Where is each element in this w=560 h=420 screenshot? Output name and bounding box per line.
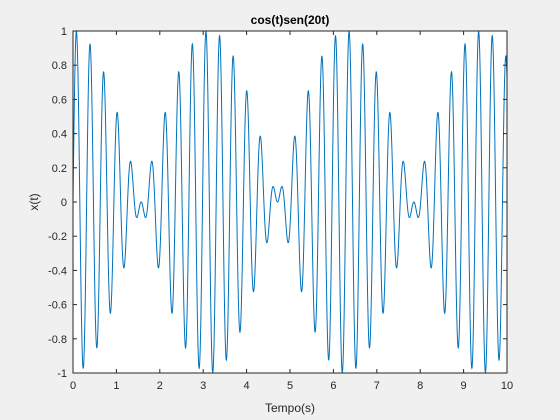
y-tick-label: 0.4 <box>52 129 67 141</box>
x-tick-label: 9 <box>461 380 467 392</box>
x-tick-label: 3 <box>200 380 206 392</box>
chart-title: cos(t)sen(20t) <box>251 13 330 27</box>
x-tick-label: 7 <box>374 380 380 392</box>
y-axis-label: x(t) <box>27 193 41 210</box>
y-tick-label: 0.6 <box>52 94 67 106</box>
x-tick-label: 1 <box>113 380 119 392</box>
y-tick-label: -1 <box>57 368 67 380</box>
x-tick-label: 0 <box>70 380 76 392</box>
x-tick-label: 5 <box>287 380 293 392</box>
x-tick-label: 10 <box>501 380 513 392</box>
y-tick-label: 0.2 <box>52 163 67 175</box>
y-tick-label: -0.8 <box>48 334 67 346</box>
x-tick-label: 2 <box>157 380 163 392</box>
y-tick-label: -0.4 <box>48 265 67 277</box>
x-tick-label: 8 <box>417 380 423 392</box>
y-ticks: -1 -0.8 -0.6 -0.4 -0.2 0 0.2 0.4 0.6 0.8 1 <box>48 26 507 380</box>
x-axis-label: Tempo(s) <box>265 401 315 415</box>
series-line-0 <box>72 30 508 374</box>
x-tick-label: 6 <box>330 380 336 392</box>
series-layer <box>72 30 508 374</box>
y-tick-label: 0.8 <box>52 60 67 72</box>
y-tick-label: -0.6 <box>48 300 67 312</box>
x-tick-label: 4 <box>244 380 250 392</box>
y-tick-label: -0.2 <box>48 231 67 243</box>
x-ticks: 0 1 2 3 4 5 6 7 8 9 10 <box>70 31 513 392</box>
y-tick-label: 1 <box>61 26 67 38</box>
plot-area <box>73 31 507 373</box>
y-tick-label: 0 <box>61 197 67 209</box>
